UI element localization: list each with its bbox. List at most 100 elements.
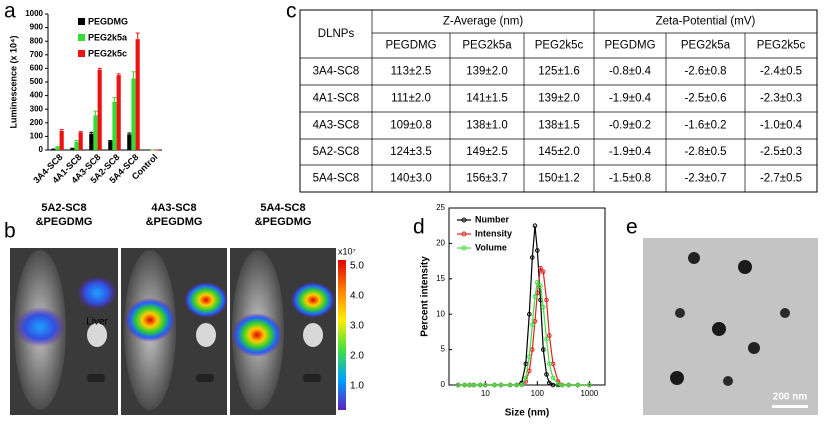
table-cell: 5A2-SC8	[313, 146, 360, 158]
point	[544, 297, 549, 303]
point	[530, 255, 535, 260]
series-line	[458, 281, 590, 386]
organ-label: Liver	[86, 317, 108, 328]
y-tick-label: 900	[30, 23, 44, 32]
point	[535, 248, 540, 253]
colorbar-tick-label: 2.0	[350, 351, 364, 362]
point	[483, 382, 488, 388]
legend-marker	[461, 245, 467, 251]
y-tick-label: 500	[30, 77, 44, 86]
legend-label: PEGDMG	[88, 16, 128, 26]
point	[544, 336, 549, 342]
point	[514, 382, 519, 388]
point	[547, 380, 552, 386]
x-axis-label: Size (nm)	[505, 408, 549, 419]
y-tick-label: 400	[30, 91, 44, 100]
table-cell: 140±3.0	[390, 173, 432, 185]
panel-label: b	[4, 220, 16, 243]
point	[462, 382, 467, 388]
table-cell: -1.9±0.4	[609, 93, 652, 105]
y-tick-label: 25	[436, 203, 445, 212]
table-subheader: PEG2k5c	[757, 40, 806, 52]
colorbar-tick-label: 1.0	[350, 381, 364, 392]
table-cell: -2.5±0.3	[760, 146, 802, 158]
point	[530, 322, 535, 328]
table-cell: -2.4±0.5	[760, 66, 802, 78]
image-title: 5A2-SC8	[41, 202, 86, 214]
point	[532, 294, 538, 299]
point	[538, 265, 543, 271]
y-tick-label: 200	[30, 118, 44, 127]
series-line	[458, 266, 590, 386]
table-cell: -2.5±0.6	[684, 93, 726, 105]
table-cell: 145±2.0	[538, 146, 580, 158]
point	[547, 333, 552, 338]
bar	[112, 101, 117, 150]
bar	[127, 134, 132, 150]
point	[587, 382, 592, 388]
point	[547, 361, 552, 367]
colorbar-unit: x10⁷	[338, 246, 356, 256]
table-cell: 138±1.5	[538, 120, 580, 132]
bar	[97, 69, 102, 150]
table-cell: -0.9±0.2	[609, 120, 651, 132]
x-tick-label: 10	[481, 389, 490, 398]
table-cell: -1.9±0.4	[609, 146, 652, 158]
point	[492, 382, 497, 388]
bar	[89, 133, 94, 150]
point	[526, 354, 532, 359]
panel-label: e	[626, 216, 638, 239]
table-cell: -2.6±0.8	[684, 66, 726, 78]
y-axis-label: Percent intensity	[420, 256, 431, 337]
y-tick-label: 5	[441, 345, 446, 354]
point	[550, 375, 556, 381]
panel-label: d	[413, 216, 425, 239]
legend-marker	[461, 217, 467, 223]
y-tick-label: 15	[436, 274, 445, 283]
bar	[108, 141, 113, 150]
table-cell: 156±3.7	[466, 173, 508, 185]
table-subheader: PEGDMG	[604, 40, 655, 52]
image-title: 4A3-SC8	[151, 202, 196, 214]
legend-swatch	[78, 34, 85, 41]
point	[523, 375, 529, 381]
table-header: Zeta-Potential (mV)	[656, 16, 756, 28]
legend-label: Intensity	[475, 228, 512, 238]
point	[559, 382, 565, 388]
legend-swatch	[78, 18, 85, 25]
colorbar-tick-label: 4.0	[350, 291, 364, 302]
y-tick-label: 700	[30, 50, 44, 59]
bar	[59, 130, 64, 150]
table-cell: 111±2.0	[391, 93, 431, 105]
table-cell: 4A3-SC8	[313, 120, 360, 132]
bar	[78, 132, 83, 150]
colorbar-tick-label: 3.0	[350, 321, 364, 332]
colorbar-tick-label: 5.0	[350, 261, 364, 272]
image-title: &PEGDMG	[36, 216, 93, 228]
bar	[70, 148, 75, 150]
bar	[131, 78, 136, 150]
point	[455, 382, 461, 388]
table-cell: -2.3±0.7	[684, 173, 726, 185]
y-tick-label: 1000	[25, 9, 43, 18]
legend-marker	[461, 231, 467, 237]
bar	[135, 39, 140, 150]
table-header: Z-Average (nm)	[443, 16, 523, 28]
colorbar	[338, 260, 346, 410]
legend-label: Number	[475, 214, 510, 224]
y-axis-label: Luminescence (x 10⁴)	[8, 36, 18, 129]
scale-bar-label: 200 nm	[773, 392, 808, 403]
y-tick-label: 800	[30, 36, 44, 45]
image-title: &PEGDMG	[146, 216, 203, 228]
y-tick-label: 0	[39, 145, 44, 154]
table-cell: 125±1.6	[538, 66, 580, 78]
table-cell: -2.8±0.5	[684, 146, 726, 158]
panel-label: c	[286, 0, 297, 23]
mouse-images	[10, 248, 346, 415]
bar	[93, 115, 98, 150]
image-title: 5A4-SC8	[260, 202, 305, 214]
y-tick-label: 300	[30, 104, 44, 113]
point	[566, 382, 571, 388]
image-title: &PEGDMG	[255, 216, 312, 228]
